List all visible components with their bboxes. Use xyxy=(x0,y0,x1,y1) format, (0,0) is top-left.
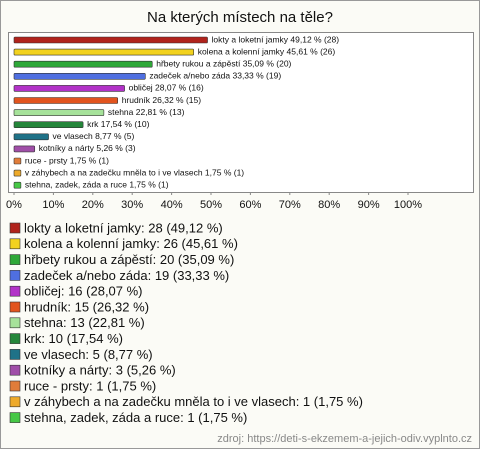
x-tick-label: 80% xyxy=(318,199,340,211)
bar-label: kotníky a nárty 5,26 % (3) xyxy=(39,143,136,153)
legend-label: lokty a loketní jamky: 28 (49,12 %) xyxy=(24,220,223,235)
bar xyxy=(13,145,36,153)
bar xyxy=(13,85,125,92)
bar xyxy=(13,181,22,189)
bar-label: stehna, zadek, záda a ruce 1,75 % (1) xyxy=(25,179,169,189)
bar xyxy=(13,121,84,128)
legend-swatch xyxy=(9,380,21,392)
bar xyxy=(13,48,195,56)
bar xyxy=(13,73,146,80)
bar-label: hrudník 26,32 % (15) xyxy=(122,95,202,105)
bar-label: v záhybech a na zadečku mněla to i ve vl… xyxy=(25,167,244,177)
legend-swatch xyxy=(9,396,21,408)
legend-swatch xyxy=(9,222,21,234)
x-tick-label: 90% xyxy=(358,199,380,211)
legend-label: hrudník: 15 (26,32 %) xyxy=(24,299,149,314)
bar-label: obličej 28,07 % (16) xyxy=(129,83,204,93)
bar-label: stehna 22,81 % (13) xyxy=(108,107,185,117)
bar-label: lokty a loketní jamky 49,12 % (28) xyxy=(212,34,340,44)
x-tick-label: 70% xyxy=(279,199,301,211)
bar-label: zadeček a/nebo záda 33,33 % (19) xyxy=(149,71,281,81)
legend-swatch xyxy=(9,238,21,250)
legend-swatch xyxy=(9,412,21,423)
chart-title: Na kterých místech na těle? xyxy=(147,9,333,26)
legend-swatch xyxy=(9,285,21,297)
legend-label: krk: 10 (17,54 %) xyxy=(24,331,123,346)
x-tick-label: 50% xyxy=(200,199,222,211)
legend-label: kolena a kolenní jamky: 26 (45,61 %) xyxy=(24,236,238,251)
x-tick-label: 60% xyxy=(239,199,261,211)
bar xyxy=(13,36,208,44)
bar xyxy=(13,133,49,141)
bar-label: krk 17,54 % (10) xyxy=(87,119,150,129)
legend-swatch xyxy=(9,254,21,265)
x-tick-label: 10% xyxy=(42,199,64,211)
bar-label: hřbety rukou a zápěstí 35,09 % (20) xyxy=(156,58,291,68)
legend-label: v záhybech a na zadečku mněla to i ve vl… xyxy=(24,394,363,409)
bar xyxy=(13,60,153,68)
legend-label: kotníky a nárty: 3 (5,26 %) xyxy=(24,363,176,378)
legend-label: ruce - prsty: 1 (1,75 %) xyxy=(24,378,156,393)
bar-label: kolena a kolenní jamky 45,61 % (26) xyxy=(198,46,336,56)
legend-label: hřbety rukou a zápěstí: 20 (35,09 %) xyxy=(24,252,234,267)
legend-label: zadeček a/nebo záda: 19 (33,33 %) xyxy=(24,268,229,283)
source: zdroj: https://deti-s-ekzemem-a-jejich-o… xyxy=(217,433,472,445)
bar-label: ruce - prsty 1,75 % (1) xyxy=(25,155,109,165)
bar-label: ve vlasech 8,77 % (5) xyxy=(53,131,135,141)
legend-label: obličej: 16 (28,07 %) xyxy=(24,284,143,299)
legend-swatch xyxy=(9,301,21,313)
legend-swatch xyxy=(9,333,21,344)
bar xyxy=(13,157,22,165)
legend-label: ve vlasech: 5 (8,77 %) xyxy=(24,347,153,362)
x-tick-label: 100% xyxy=(394,199,422,211)
x-tick-label: 40% xyxy=(161,199,183,211)
legend-label: stehna: 13 (22,81 %) xyxy=(24,315,145,330)
x-tick-label: 20% xyxy=(82,199,104,211)
x-tick-label: 0% xyxy=(6,199,22,211)
legend-swatch xyxy=(9,364,21,376)
x-tick-label: 30% xyxy=(121,199,143,211)
bar xyxy=(13,97,119,104)
bar xyxy=(13,169,22,177)
legend-swatch xyxy=(9,349,21,360)
legend-swatch xyxy=(9,270,21,281)
bar xyxy=(13,109,105,116)
legend-label: stehna, zadek, záda a ruce: 1 (1,75 %) xyxy=(24,410,247,425)
legend-swatch xyxy=(9,317,21,329)
